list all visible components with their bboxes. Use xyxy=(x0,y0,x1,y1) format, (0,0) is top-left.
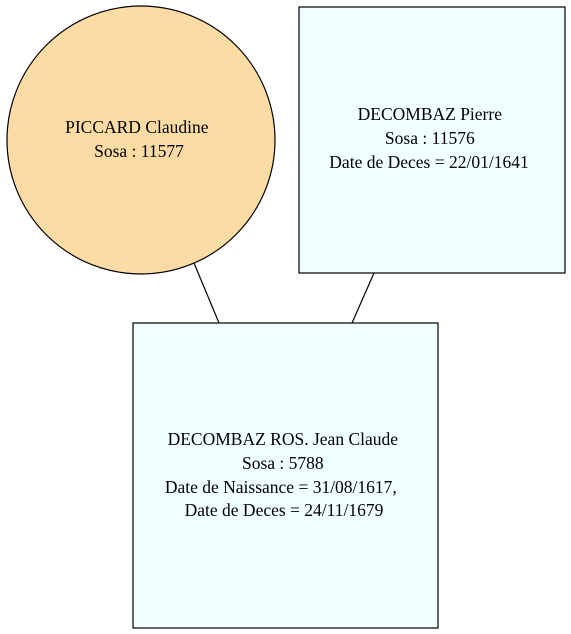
node-sosa: Sosa : 5788 xyxy=(242,453,324,473)
svg-text:DECOMBAZ Pierre Sosa : 1: DECOMBAZ Pierre Sosa : 11576 Date de Dec… xyxy=(329,104,528,172)
node-sosa: Sosa : 11576 xyxy=(385,128,475,148)
node-shape-box xyxy=(132,322,439,629)
edge-piccard-to-jean-claude xyxy=(193,262,220,324)
node-death-date: Date de Deces = 24/11/1679 xyxy=(185,500,384,520)
svg-text:DECOMBAZ ROS. Jean Claude: DECOMBAZ ROS. Jean Claude Sosa : 5788 Da… xyxy=(165,429,403,520)
node-sosa: Sosa : 11577 xyxy=(94,141,184,161)
node-shape-circle xyxy=(6,5,276,275)
node-piccard-claudine[interactable]: PICCARD Claudine Sosa : 11577 xyxy=(6,5,276,275)
node-name: PICCARD Claudine xyxy=(65,117,209,137)
svg-text:PICCARD Claudine Sosa :: PICCARD Claudine Sosa : 11577 xyxy=(65,117,213,161)
node-death-date: Date de Deces = 22/01/1641 xyxy=(329,152,528,172)
node-name: DECOMBAZ Pierre xyxy=(358,104,503,124)
node-birth-date: Date de Naissance = 31/08/1617, xyxy=(165,477,397,497)
node-decombaz-pierre[interactable]: DECOMBAZ Pierre Sosa : 11576 Date de Dec… xyxy=(298,6,566,274)
node-shape-box xyxy=(298,6,566,274)
node-decombaz-jean-claude[interactable]: DECOMBAZ ROS. Jean Claude Sosa : 5788 Da… xyxy=(132,322,439,629)
edge-pierre-to-jean-claude xyxy=(351,272,375,324)
node-name: DECOMBAZ ROS. Jean Claude xyxy=(168,429,399,449)
